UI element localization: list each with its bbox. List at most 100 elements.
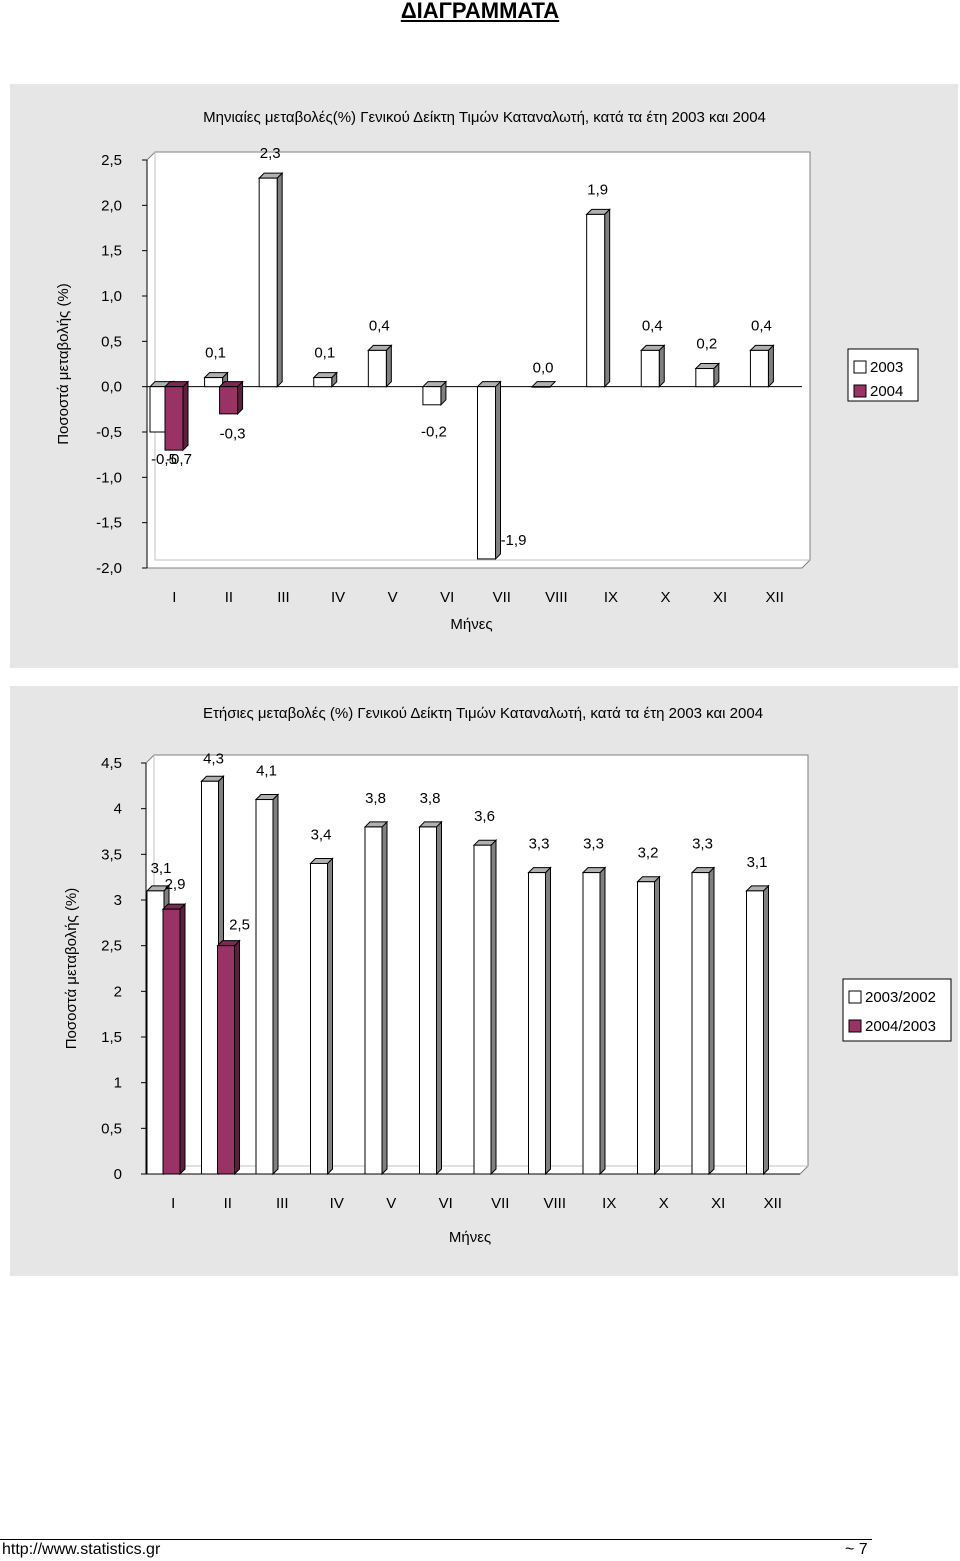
data-label: 0,2	[696, 336, 717, 353]
y-tick-label: 3,5	[101, 846, 122, 863]
bar-2003-2002-face	[528, 872, 546, 1175]
bar-2004-2003	[216, 939, 241, 1176]
y-tick-label: 4,5	[101, 755, 122, 772]
data-label: -1,9	[501, 532, 527, 549]
footer-url[interactable]: http://www.statistics.gr	[2, 1541, 161, 1558]
x-tick-label: X	[659, 1195, 669, 1212]
data-label: 3,3	[692, 836, 713, 853]
y-tick-label: 1,5	[101, 243, 122, 260]
y-tick-label: -0,5	[96, 424, 122, 441]
bar-2004-face	[164, 386, 184, 451]
x-tick-label: VIII	[543, 1195, 566, 1212]
bar-2003-face	[767, 344, 774, 388]
y-tick-label: 0,5	[101, 333, 122, 350]
x-axis-title: Μήνες	[450, 616, 492, 633]
y-tick-label: 0,5	[101, 1120, 122, 1137]
data-label: 0,4	[642, 317, 663, 334]
y-tick-label: -1,5	[96, 515, 122, 532]
x-axis-title: Μήνες	[449, 1229, 491, 1246]
data-label: 3,4	[311, 826, 332, 843]
monthly-change-chart-svg: 2,52,01,51,00,50,0-0,5-1,0-1,5-2,0I II III…	[55, 109, 919, 633]
x-tick-label: VI	[440, 589, 454, 606]
x-tick-label: V	[388, 589, 398, 606]
y-tick-label: 2	[114, 983, 122, 1000]
bar-2003	[585, 208, 611, 388]
annual-change-chart: 4,5 4 3,5 3 2,5 2 1,5 1 0,5 0 I II III IV V VI VII VIII IX…	[10, 686, 958, 1276]
bar-2003-face	[640, 349, 660, 388]
data-label: 3,8	[420, 790, 441, 807]
legend-swatch	[848, 990, 862, 1004]
bar-2003	[476, 380, 502, 561]
x-tick-label: VII	[493, 589, 511, 606]
bar-2003-face	[385, 344, 392, 388]
data-label: 1,9	[587, 181, 608, 198]
bar-2004-face	[182, 380, 189, 452]
data-label: 3,3	[529, 836, 550, 853]
bar-2004	[163, 380, 190, 452]
bar-2003-face	[313, 377, 333, 388]
monthly-change-chart: 2,5 2,0 1,5 1,0 0,5 0,0 -0,5 -1,0 -1,5 -2,0 I II III…	[10, 84, 958, 668]
bar-2003-face	[367, 349, 387, 388]
y-axis-title: Ποσοστά μεταβολής (%)	[63, 888, 80, 1050]
bar-2003-2002-face	[637, 881, 655, 1175]
bar-2003-2002-face	[599, 866, 606, 1176]
x-tick-label: XII	[766, 589, 784, 606]
bar-2003-2002	[309, 857, 334, 1176]
bar-2004-2003-face	[179, 902, 186, 1176]
x-tick-label: VI	[439, 1195, 453, 1212]
bar-2003-2002-face	[545, 866, 551, 1176]
data-label: 0,4	[751, 317, 772, 334]
data-label: 0,4	[369, 317, 390, 334]
data-label: 0,0	[533, 360, 554, 377]
y-tick-label: 2,5	[101, 938, 122, 955]
data-label: -0,7	[166, 451, 192, 468]
bar-2003-2002-face	[490, 838, 497, 1176]
bar-2003-face	[604, 208, 611, 388]
x-tick-label: XI	[713, 589, 727, 606]
data-label: 0,1	[205, 345, 226, 362]
bar-2003	[367, 344, 393, 388]
data-label: -0,3	[220, 426, 246, 443]
bar-2003	[694, 362, 721, 388]
page-title: ΔΙΑΓΡΑΜΜΑΤΑ	[400, 0, 560, 23]
bar-2003-2002-face	[473, 844, 492, 1175]
bar-2004-2003-face	[234, 939, 240, 1176]
bar-2003-face	[276, 171, 283, 388]
legend-label: 2004/2003	[865, 1018, 936, 1035]
data-label: 2,9	[165, 876, 186, 893]
legend-label: 2003/2002	[865, 989, 936, 1006]
bar-2003	[530, 381, 557, 388]
footer-divider	[0, 1539, 872, 1540]
y-tick-label: 1	[114, 1075, 122, 1092]
chart-title: Μηνιαίες μεταβολές(%) Γενικού Δείκτη Τιμ…	[203, 109, 766, 126]
bar-2003-face	[586, 213, 606, 388]
y-axis-title: Ποσοστά μεταβολής (%)	[55, 283, 72, 445]
bar-2003-2002-face	[310, 862, 328, 1175]
data-label: -0,5	[151, 451, 177, 468]
bar-2003-2002-face	[746, 890, 764, 1175]
page-footer: http://www.statistics.gr ~ 7	[0, 1533, 960, 1561]
chart-title: Ετήσιες μεταβολές (%) Γενικού Δείκτη Τιμ…	[203, 705, 763, 722]
x-tick-label: IX	[602, 1195, 616, 1212]
bar-2004	[218, 380, 244, 416]
bar-2003	[749, 344, 775, 388]
bar-2004-2003-face	[162, 908, 181, 1175]
x-tick-label: III	[276, 1195, 289, 1212]
bar-2003-2002	[527, 866, 552, 1176]
bar-2003-2002	[254, 793, 280, 1176]
bar-2003	[421, 380, 448, 407]
bar-2003-2002-face	[364, 826, 383, 1175]
data-label: 3,1	[151, 860, 172, 877]
bar-2003-2002-face	[201, 780, 219, 1175]
bar-2003-2002	[690, 866, 716, 1176]
bar-2003-2002	[418, 820, 443, 1176]
data-label: 0,1	[314, 345, 335, 362]
x-tick-label: IX	[604, 589, 618, 606]
bar-2003	[640, 344, 666, 388]
y-tick-label: -1,0	[96, 469, 122, 486]
x-tick-label: X	[661, 589, 671, 606]
bar-2003-face	[258, 177, 278, 388]
y-tick-label: 0,0	[101, 379, 122, 396]
x-tick-label: I	[172, 589, 176, 606]
x-tick-label: IV	[331, 589, 345, 606]
